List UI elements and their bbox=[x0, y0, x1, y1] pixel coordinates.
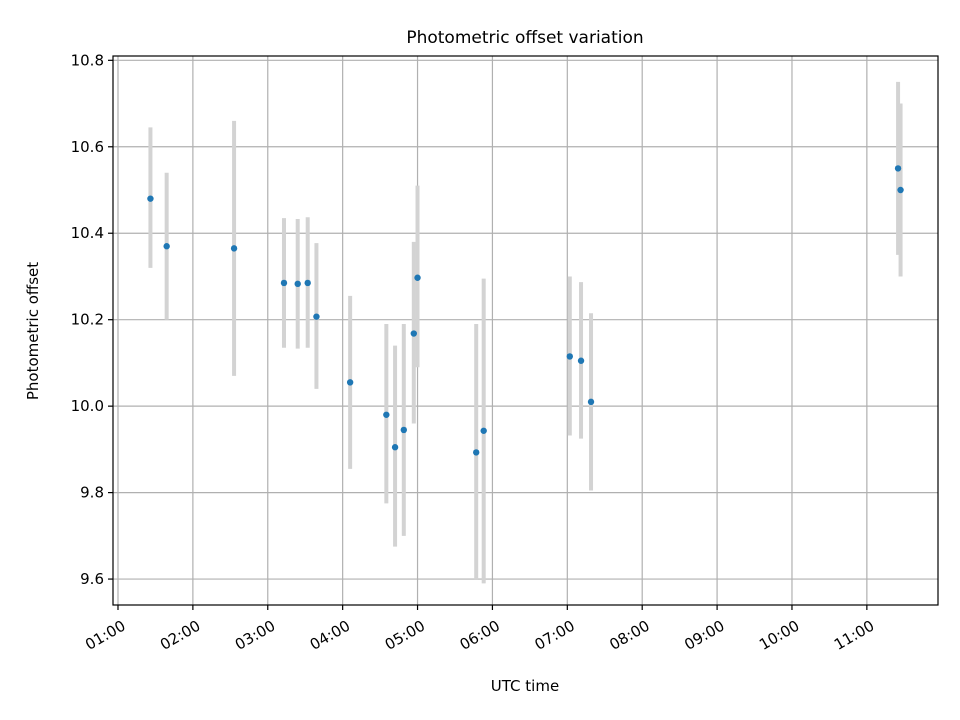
data-point bbox=[147, 195, 154, 202]
data-point bbox=[163, 243, 170, 250]
grid bbox=[113, 56, 938, 605]
y-tick-label: 9.6 bbox=[80, 570, 104, 588]
data-point bbox=[313, 313, 320, 320]
data-point bbox=[414, 274, 421, 281]
data-point bbox=[400, 426, 408, 434]
y-tick-label: 10.8 bbox=[71, 51, 104, 69]
y-tick-label: 10.6 bbox=[71, 138, 104, 156]
data-point bbox=[577, 357, 585, 364]
y-tick-label: 10.2 bbox=[71, 311, 104, 329]
data-point bbox=[391, 444, 399, 451]
data-point bbox=[894, 165, 902, 172]
x-axis-label: UTC time bbox=[491, 677, 559, 695]
y-axis-label: Photometric offset bbox=[24, 262, 42, 400]
y-tick-label: 10.0 bbox=[71, 397, 104, 415]
data-point bbox=[383, 411, 390, 418]
plot-area-frame bbox=[112, 55, 939, 606]
data-point bbox=[472, 449, 480, 456]
data-point bbox=[410, 330, 417, 337]
y-tick-label: 10.4 bbox=[71, 224, 104, 242]
chart-title: Photometric offset variation bbox=[406, 28, 643, 48]
data-point bbox=[230, 245, 238, 252]
data-point bbox=[346, 379, 354, 386]
data-point bbox=[304, 279, 311, 287]
data-point bbox=[587, 398, 595, 406]
data-point bbox=[480, 427, 487, 434]
data-point bbox=[294, 280, 301, 288]
data-points bbox=[147, 165, 904, 456]
y-tick-label: 9.8 bbox=[80, 484, 104, 502]
data-point bbox=[897, 186, 904, 194]
data-point bbox=[280, 279, 288, 287]
data-point bbox=[566, 353, 574, 360]
